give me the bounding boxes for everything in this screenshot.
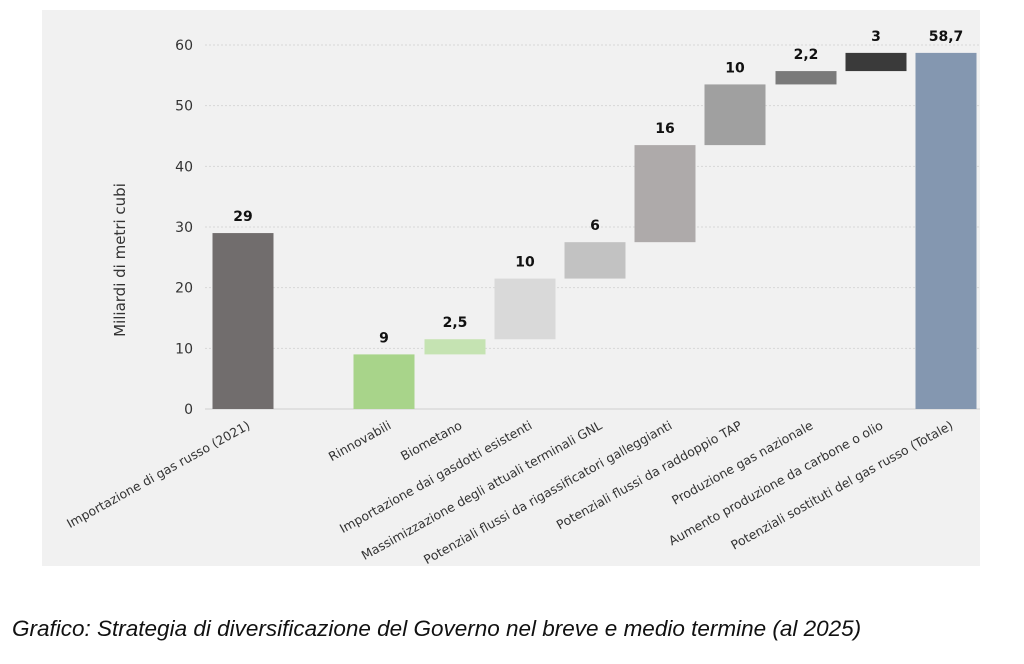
data-labels: 29 9 2,5 10 6 16 10 2,2 3 58,7 [233, 29, 963, 347]
bar [775, 71, 837, 85]
data-label: 3 [871, 29, 881, 45]
data-label: 58,7 [929, 29, 964, 45]
category-label: Importazione di gas russo (2021) [64, 418, 252, 532]
y-tick-label: 50 [175, 99, 193, 115]
category-labels: Importazione di gas russo (2021) Rinnovab… [64, 417, 955, 567]
y-tick-label: 20 [175, 281, 193, 297]
y-tick-label: 0 [184, 402, 193, 418]
data-label: 10 [725, 60, 745, 76]
chart-caption: Grafico: Strategia di diversificazione d… [12, 616, 862, 641]
y-axis-ticks: 0 10 20 30 40 50 60 [175, 38, 193, 418]
grid-lines [205, 44, 980, 410]
data-label: 29 [233, 209, 252, 225]
bar [634, 145, 696, 243]
data-label: 6 [590, 218, 600, 234]
y-axis-label: Miliardi di metri cubi [111, 183, 129, 337]
y-tick-label: 10 [175, 341, 193, 357]
category-label: Rinnovabili [326, 418, 394, 465]
bar [353, 354, 415, 409]
category-label: Potenziali flussi da rigassificatori gal… [421, 418, 674, 568]
data-label: 2,2 [794, 47, 819, 63]
data-label: 10 [515, 255, 535, 271]
y-tick-label: 30 [175, 220, 193, 236]
bar [845, 52, 907, 72]
y-tick-label: 40 [175, 159, 193, 175]
bar [424, 339, 486, 355]
data-label: 2,5 [443, 315, 468, 331]
bar [704, 84, 766, 146]
category-label: Biometano [398, 418, 464, 464]
y-tick-label: 60 [175, 38, 193, 54]
data-label: 16 [655, 121, 674, 137]
bar [564, 242, 626, 279]
data-label: 9 [379, 330, 389, 346]
bar [494, 278, 556, 340]
bar [915, 52, 977, 410]
bar [212, 233, 274, 409]
bars [212, 52, 977, 410]
